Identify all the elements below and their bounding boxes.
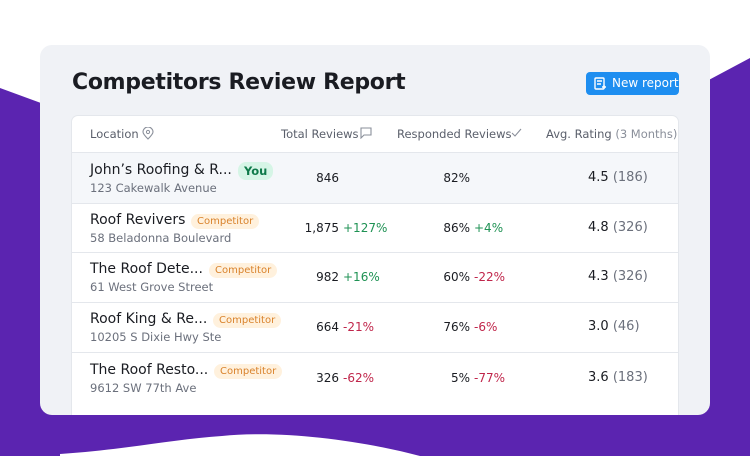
column-header: Responded Reviews [397,127,512,141]
rating: 4.3 (326) [588,269,648,284]
report-card: Competitors Review Report New report Loc… [40,45,710,415]
address: 10205 S Dixie Hwy Ste [90,330,222,344]
address: 61 West Grove Street [90,280,214,294]
responded-reviews: 82% [443,170,470,185]
responded-reviews: 5% [450,371,470,385]
column-header: Avg. Rating (3 Months) [546,127,677,141]
responded-change: +4% [474,220,504,235]
address: 58 Beladonna Boulevard [90,230,232,245]
responded-reviews: 60% [443,270,470,284]
rating-value: 3.6 [588,370,609,385]
rating-value: 3.0 [588,319,609,334]
table-row: Roof King & Re... Competitor 10205 S Dixie… [72,302,678,353]
total-reviews: 846 [316,170,339,185]
total-reviews: 326 [316,371,339,385]
address: 9612 SW 77th Ave [90,381,197,395]
total-reviews: 982 [316,270,339,284]
table-row: Roof Revivers Competitor 58 Beladonna Boul… [72,203,678,253]
rating-count: (46) [612,319,640,334]
column-header: Total Reviews [281,127,359,141]
responded-change: -6% [474,320,498,334]
rating-count: (183) [612,370,648,385]
report-icon [594,77,606,90]
rating-value: 4.5 [588,169,609,185]
new-report-button[interactable]: New report [586,72,679,95]
rating-count: (326) [612,269,648,284]
rating: 3.6 (183) [588,370,648,385]
location-name: The Roof Dete... [90,261,203,277]
location-name: John’s Roofing & R... [90,161,232,178]
rating-count: (326) [612,219,648,235]
location-name: Roof Revivers [90,211,186,228]
total-reviews: 664 [316,320,339,334]
rating-count: (186) [612,169,648,185]
badge: Competitor [209,263,278,278]
button-label: New report [612,76,679,90]
responded-change: -22% [474,270,506,284]
responded-change: -77% [474,371,506,385]
rating: 3.0 (46) [588,319,640,334]
comment-icon [360,127,372,139]
responded-reviews: 86% [443,220,470,235]
table: Location Total Reviews Responded Reviews… [72,116,678,415]
location-name: Roof King & Re... [90,311,208,327]
rating-value: 4.8 [588,219,609,235]
badge: Competitor [191,213,260,229]
pin-icon [142,127,154,140]
table-row: John’s Roofing & R... You 123 Cakewalk Ave… [72,152,678,204]
column-header: Location [90,127,139,141]
rating: 4.5 (186) [588,170,648,185]
column-note: (3 Months) [615,127,678,141]
table-row: The Roof Resto... Competitor 9612 SW 77th … [72,352,678,405]
rating-value: 4.3 [588,269,609,284]
column-header-text: Avg. Rating [546,127,612,141]
total-change: +127% [343,220,388,235]
title: Competitors Review Report [72,70,406,95]
badge: Competitor [213,313,282,328]
responded-reviews: 76% [443,320,470,334]
location-name: The Roof Resto... [90,362,209,378]
total-change: -62% [343,371,375,385]
badge: Competitor [214,364,283,379]
table-row: The Roof Dete... Competitor 61 West Grove … [72,252,678,303]
badge: You [238,161,274,180]
total-reviews: 1,875 [304,220,339,235]
check-icon [511,128,522,137]
total-change: +16% [343,270,380,284]
total-change: -21% [343,320,375,334]
address: 123 Cakewalk Avenue [90,180,217,195]
rating: 4.8 (326) [588,220,648,235]
